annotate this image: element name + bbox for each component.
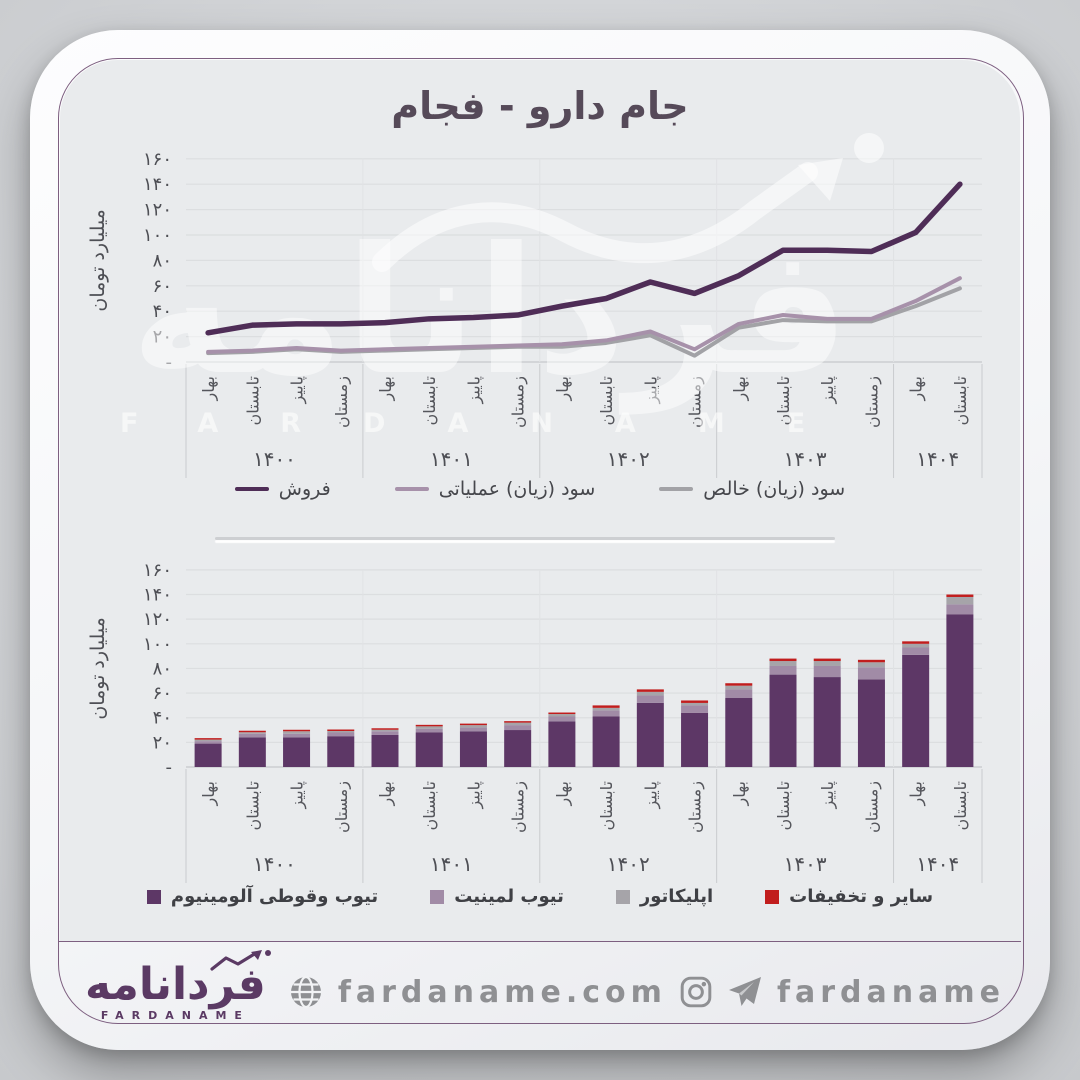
legend-label: تیوب وقوطی آلومینیوم bbox=[170, 886, 379, 907]
telegram-icon bbox=[728, 977, 761, 1006]
legend-item: سود (زیان) خالص bbox=[659, 478, 845, 500]
globe-icon bbox=[290, 975, 321, 1009]
line-chart-legend: فروش سود (زیان) عملیاتی سود (زیان) خالص bbox=[0, 478, 1080, 500]
legend-square-swatch bbox=[430, 889, 445, 904]
social-handle: fardaname bbox=[776, 974, 1005, 1010]
legend-square-swatch bbox=[765, 889, 780, 904]
legend-square-swatch bbox=[615, 889, 630, 904]
legend-item: فروش bbox=[234, 478, 331, 500]
legend-item: سود (زیان) عملیاتی bbox=[394, 478, 596, 500]
website-block: fardaname.com bbox=[288, 974, 667, 1010]
legend-line-swatch bbox=[394, 486, 429, 492]
logo-en-text: FARDANAME bbox=[100, 1008, 250, 1022]
social-block: fardaname bbox=[679, 975, 1005, 1010]
logo-arrow-icon bbox=[210, 949, 271, 971]
instagram-icon bbox=[680, 976, 712, 1008]
footer-separator bbox=[59, 941, 1021, 942]
legend-item: تیوب لمینیت bbox=[430, 886, 564, 907]
legend-label: فروش bbox=[278, 478, 331, 500]
website-url: fardaname.com bbox=[337, 974, 667, 1010]
bar-chart-legend: تیوب وقوطی آلومینیوم تیوب لمینیت اپلیکاتور… bbox=[0, 886, 1080, 907]
brand-logo: فردانامه FARDANAME bbox=[75, 949, 276, 1022]
legend-line-swatch bbox=[234, 486, 269, 492]
legend-item: سایر و تخفیفات bbox=[765, 886, 933, 907]
footer: فردانامه FARDANAME fardaname.com bbox=[75, 949, 1005, 1034]
page-title: جام دارو - فجام bbox=[391, 84, 689, 128]
legend-label: اپلیکاتور bbox=[639, 886, 714, 907]
legend-label: تیوب لمینیت bbox=[454, 886, 564, 907]
legend-label: سود (زیان) خالص bbox=[703, 478, 846, 500]
legend-square-swatch bbox=[146, 889, 161, 904]
legend-item: اپلیکاتور bbox=[615, 886, 714, 907]
legend-line-swatch bbox=[659, 486, 694, 492]
legend-item: تیوب وقوطی آلومینیوم bbox=[146, 886, 379, 907]
chart-panel bbox=[60, 60, 1020, 941]
legend-label: سایر و تخفیفات bbox=[789, 886, 934, 907]
section-divider bbox=[215, 537, 835, 540]
legend-label: سود (زیان) عملیاتی bbox=[438, 478, 596, 500]
logo-fa-text: فردانامه bbox=[85, 958, 266, 1010]
